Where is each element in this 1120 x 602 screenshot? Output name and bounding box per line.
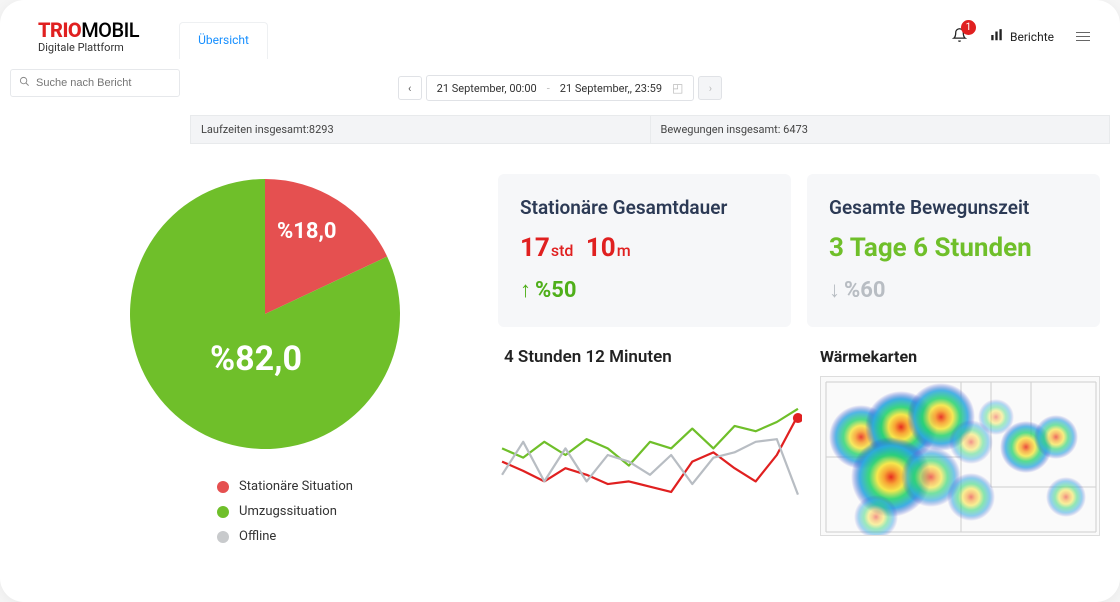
barchart-icon	[989, 28, 1004, 45]
top-bar: TRIOMOBIL Digitale Plattform Übersicht 1…	[0, 0, 1120, 65]
summary-runtime: Laufzeiten insgesamt:8293	[191, 116, 650, 143]
card-movement-delta: %60	[829, 277, 1078, 303]
date-start: 21 September, 00:00	[437, 82, 537, 95]
card-stationary-value: 17std 10m	[520, 233, 769, 263]
reports-button[interactable]: Berichte	[989, 28, 1054, 45]
legend-label: Offline	[239, 529, 276, 544]
heat-title: Wärmekarten	[820, 347, 1100, 366]
line-panel: 4 Stunden 12 Minuten	[498, 347, 802, 536]
reports-label: Berichte	[1010, 30, 1054, 44]
card-stationary-delta: %50	[520, 277, 769, 303]
brand-subtitle: Digitale Plattform	[38, 42, 139, 53]
legend-dot	[217, 531, 229, 543]
date-range-field[interactable]: 21 September, 00:00 - 21 September,, 23:…	[426, 75, 695, 101]
pie-chart: %18,0 %82,0	[125, 174, 405, 454]
card-stationary: Stationäre Gesamtdauer 17std 10m %50	[498, 174, 791, 327]
tab-overview[interactable]: Übersicht	[179, 22, 268, 59]
notifications-button[interactable]: 1	[952, 27, 967, 47]
pie-label-big: %82,0	[210, 339, 302, 379]
summary-bar: Laufzeiten insgesamt:8293 Bewegungen ins…	[190, 115, 1110, 144]
brand-logo: TRIOMOBIL Digitale Plattform	[38, 20, 139, 53]
calendar-icon: ◰	[672, 81, 683, 95]
legend-dot	[217, 506, 229, 518]
right-column: Stationäre Gesamtdauer 17std 10m %50 Ges…	[498, 174, 1100, 549]
date-end: 21 September,, 23:59	[560, 82, 662, 95]
legend-item: Offline	[217, 524, 353, 549]
legend-label: Stationäre Situation	[239, 479, 353, 494]
legend-item: Umzugssituation	[217, 499, 353, 524]
pie-label-small: %18,0	[277, 219, 337, 244]
lower-row: 4 Stunden 12 Minuten Wärmekarten	[498, 347, 1100, 536]
line-chart	[498, 385, 802, 525]
search-input[interactable]	[36, 77, 171, 89]
arrow-down-icon	[829, 277, 840, 303]
line-title: 4 Stunden 12 Minuten	[504, 347, 802, 367]
kpi-cards: Stationäre Gesamtdauer 17std 10m %50 Ges…	[498, 174, 1100, 327]
date-next-button[interactable]: ›	[698, 76, 722, 100]
pie-column: %18,0 %82,0 Stationäre Situation Umzugssi…	[40, 174, 490, 549]
main-content: %18,0 %82,0 Stationäre Situation Umzugssi…	[0, 144, 1120, 549]
menu-button[interactable]	[1076, 32, 1090, 41]
card-movement-title: Gesamte Bewegunszeit	[829, 196, 1078, 219]
brand-part2: MOBIL	[81, 18, 139, 42]
app-frame: TRIOMOBIL Digitale Plattform Übersicht 1…	[0, 0, 1120, 602]
arrow-up-icon	[520, 277, 531, 303]
card-movement-value: 3 Tage 6 Stunden	[829, 233, 1078, 263]
heatmap	[820, 376, 1100, 536]
search-icon	[19, 76, 30, 90]
legend-label: Umzugssituation	[239, 504, 337, 519]
legend-dot	[217, 481, 229, 493]
card-stationary-title: Stationäre Gesamtdauer	[520, 196, 769, 219]
tabs: Übersicht	[179, 18, 268, 55]
brand-part1: TRIO	[38, 18, 81, 42]
date-prev-button[interactable]: ‹	[398, 76, 422, 100]
notification-badge: 1	[961, 20, 976, 35]
heat-panel: Wärmekarten	[820, 347, 1100, 536]
top-actions: 1 Berichte	[952, 27, 1090, 47]
pie-legend: Stationäre Situation Umzugssituation Offli…	[177, 474, 353, 549]
legend-item: Stationäre Situation	[217, 474, 353, 499]
summary-moves: Bewegungen insgesamt: 6473	[650, 116, 1110, 143]
card-movement: Gesamte Bewegunszeit 3 Tage 6 Stunden %6…	[807, 174, 1100, 327]
